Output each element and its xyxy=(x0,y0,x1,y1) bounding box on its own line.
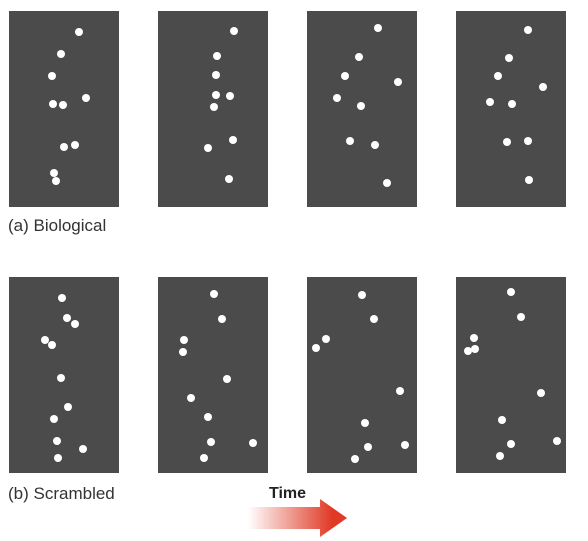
point-light-dot xyxy=(71,141,79,149)
biological-frame-1 xyxy=(9,11,119,207)
point-light-dot xyxy=(41,336,49,344)
right-arrow-icon xyxy=(248,499,347,537)
point-light-dot xyxy=(50,415,58,423)
point-light-dot xyxy=(75,28,83,36)
point-light-dot xyxy=(498,416,506,424)
point-light-dot xyxy=(249,439,257,447)
biological-frame-4 xyxy=(456,11,566,207)
point-light-dot xyxy=(507,440,515,448)
biological-row-label: (a) Biological xyxy=(8,216,107,235)
scrambled-frame-4 xyxy=(456,277,566,473)
point-light-dot xyxy=(79,445,87,453)
point-light-dot xyxy=(230,27,238,35)
point-light-dot xyxy=(71,320,79,328)
point-light-dot xyxy=(358,291,366,299)
point-light-dot xyxy=(210,103,218,111)
point-light-dot xyxy=(57,374,65,382)
point-light-dot xyxy=(517,313,525,321)
point-light-dot xyxy=(210,290,218,298)
point-light-dot xyxy=(505,54,513,62)
point-light-dot xyxy=(213,52,221,60)
point-light-dot xyxy=(507,288,515,296)
point-light-dot xyxy=(200,454,208,462)
point-light-dot xyxy=(355,53,363,61)
point-light-dot xyxy=(54,454,62,462)
point-light-dot xyxy=(312,344,320,352)
point-light-dot xyxy=(52,177,60,185)
point-light-dot xyxy=(370,315,378,323)
point-light-dot xyxy=(187,394,195,402)
point-light-dot xyxy=(383,179,391,187)
scrambled-frame-2 xyxy=(158,277,268,473)
point-light-dot xyxy=(204,144,212,152)
point-light-dot xyxy=(204,413,212,421)
point-light-dot xyxy=(357,102,365,110)
point-light-dot xyxy=(524,137,532,145)
point-light-dot xyxy=(503,138,511,146)
scrambled-frame-1 xyxy=(9,277,119,473)
point-light-dot xyxy=(537,389,545,397)
point-light-dot xyxy=(374,24,382,32)
point-light-dot xyxy=(207,438,215,446)
point-light-dot xyxy=(401,441,409,449)
point-light-dot xyxy=(351,455,359,463)
scrambled-frame-3 xyxy=(307,277,417,473)
point-light-dot xyxy=(394,78,402,86)
point-light-dot xyxy=(49,100,57,108)
point-light-dot xyxy=(525,176,533,184)
point-light-dot xyxy=(180,336,188,344)
point-light-dot xyxy=(361,419,369,427)
time-arrow-shape xyxy=(248,499,347,537)
point-light-dot xyxy=(179,348,187,356)
biological-frame-2 xyxy=(158,11,268,207)
point-light-dot xyxy=(539,83,547,91)
point-light-dot xyxy=(63,314,71,322)
point-light-dot xyxy=(225,175,233,183)
point-light-dot xyxy=(508,100,516,108)
point-light-dot xyxy=(486,98,494,106)
point-light-dot xyxy=(53,437,61,445)
point-light-dot xyxy=(64,403,72,411)
point-light-dot xyxy=(333,94,341,102)
point-light-dot xyxy=(471,345,479,353)
point-light-dot xyxy=(57,50,65,58)
point-light-dot xyxy=(229,136,237,144)
point-light-dot xyxy=(524,26,532,34)
point-light-dot xyxy=(58,294,66,302)
point-light-dot xyxy=(60,143,68,151)
point-light-dot xyxy=(553,437,561,445)
point-light-dot xyxy=(494,72,502,80)
scrambled-row-label: (b) Scrambled xyxy=(8,484,115,503)
point-light-dot xyxy=(470,334,478,342)
point-light-dot xyxy=(322,335,330,343)
time-label: Time xyxy=(269,485,307,502)
point-light-dot xyxy=(212,91,220,99)
point-light-dot xyxy=(364,443,372,451)
point-light-dot xyxy=(464,347,472,355)
point-light-dot xyxy=(48,341,56,349)
point-light-dot xyxy=(371,141,379,149)
point-light-dot xyxy=(226,92,234,100)
biological-frame-3 xyxy=(307,11,417,207)
point-light-dot xyxy=(396,387,404,395)
point-light-dot xyxy=(341,72,349,80)
point-light-dot xyxy=(346,137,354,145)
point-light-dot xyxy=(218,315,226,323)
point-light-dot xyxy=(212,71,220,79)
point-light-dot xyxy=(50,169,58,177)
point-light-dot xyxy=(48,72,56,80)
point-light-dot xyxy=(82,94,90,102)
point-light-dot xyxy=(496,452,504,460)
point-light-dot xyxy=(223,375,231,383)
point-light-dot xyxy=(59,101,67,109)
